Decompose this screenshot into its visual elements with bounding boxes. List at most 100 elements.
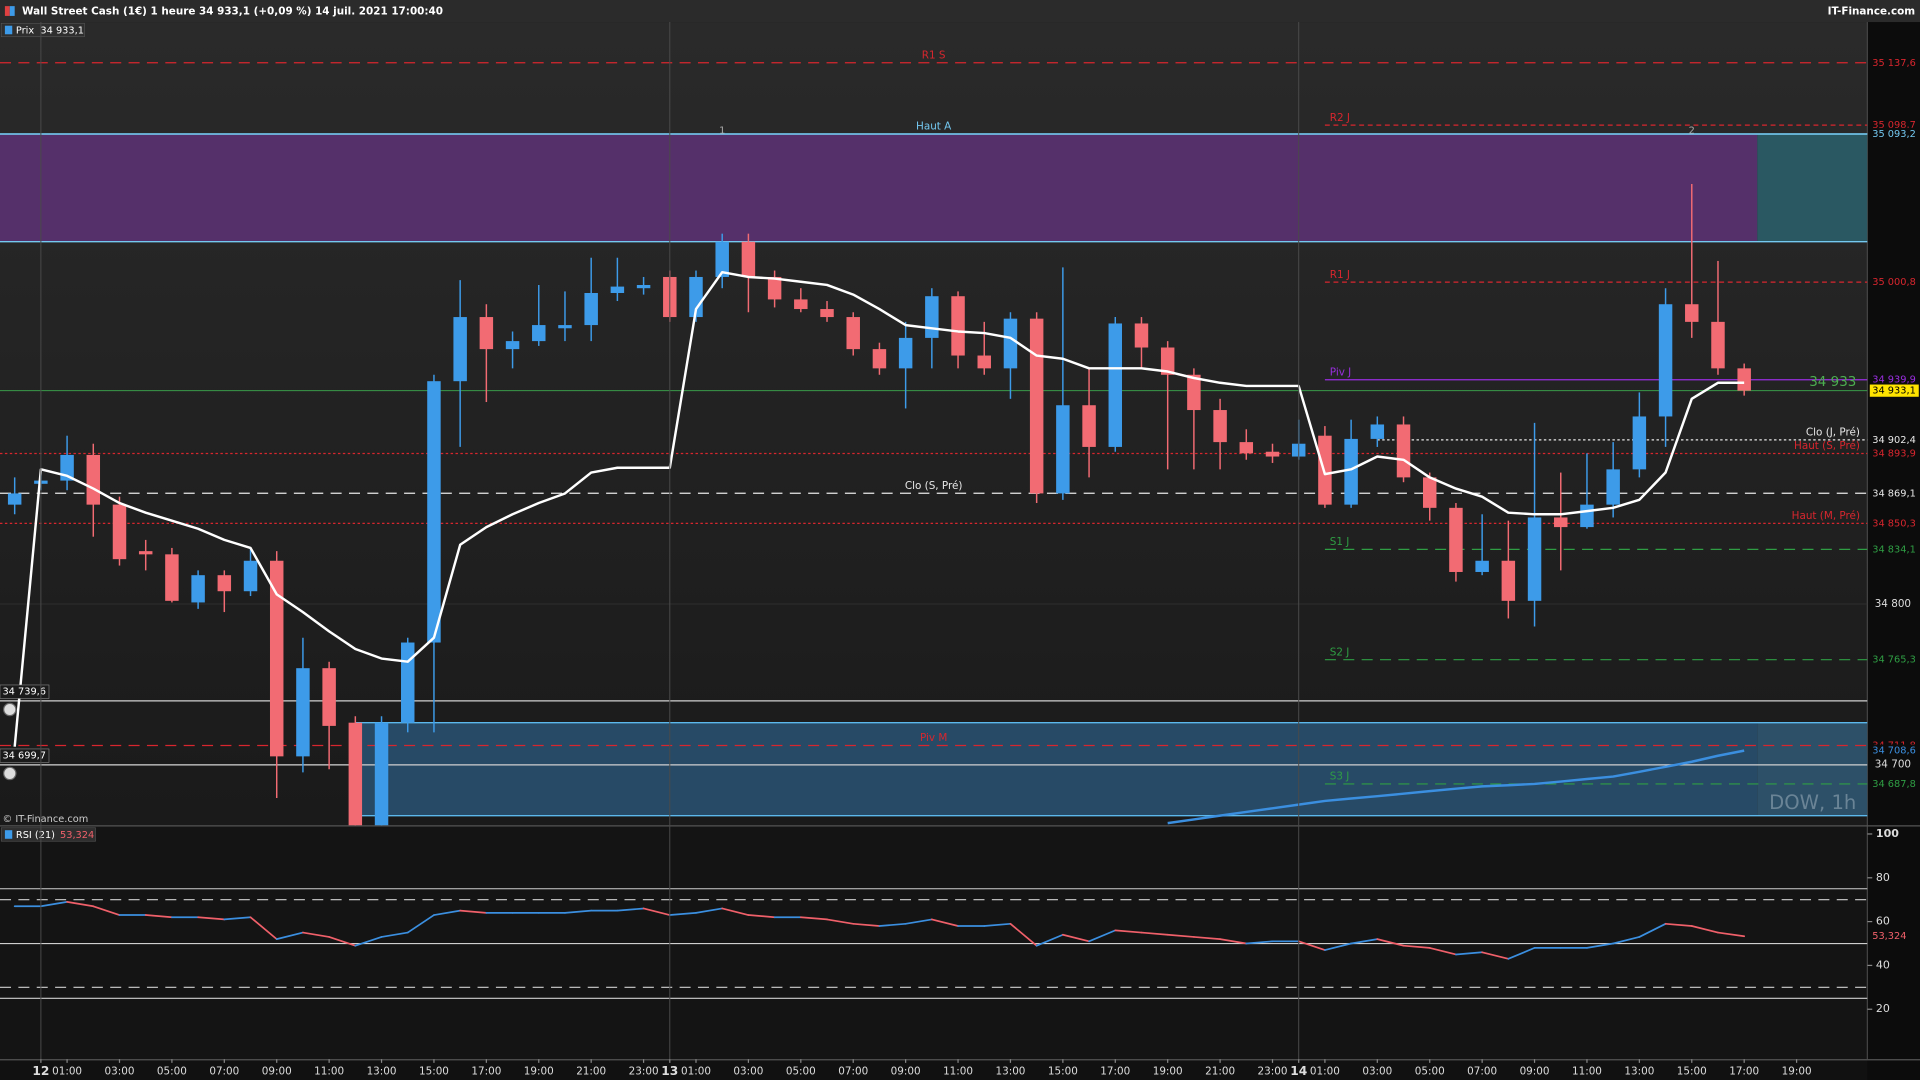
rsi-segment [1219,938,1248,945]
header-brand[interactable]: IT-Finance.com [1828,6,1915,18]
candle-body [86,454,101,505]
x-tick-label: 01:00 [52,1065,82,1077]
level-badge-label: 34 834,1 [1872,544,1916,555]
candle-body [1449,507,1463,572]
copyright: © IT-Finance.com [2,814,88,825]
zone-projection [1757,133,1868,242]
rsi-segment [1114,929,1143,934]
level-badge-label: 34 739,6 [2,687,46,698]
x-tick-label: 21:00 [1205,1065,1235,1077]
candle-body [453,317,467,382]
candle-body [846,317,860,350]
candle-body [872,349,887,369]
rsi-segment [1402,944,1431,949]
rsi-segment [1586,942,1615,949]
legend-label: Prix [16,26,34,37]
rsi-segment [930,918,959,927]
level-badge [1869,777,1919,791]
level-badge [0,748,50,763]
x-tick-label: 11:00 [314,1065,344,1077]
x-tick-label: 03:00 [105,1065,135,1077]
level-badge [1869,447,1919,460]
y-tick-label: 34 800 [1875,598,1911,610]
rsi-segment [1324,942,1352,951]
x-tick-label: 05:00 [157,1065,187,1077]
rsi-segment [1245,940,1274,945]
x-tick-label: 13 [661,1064,678,1078]
y-tick-label: 34 700 [1875,758,1911,770]
y-tick-label: 40 [1876,958,1890,971]
rsi-badge-label: 53,324 [1872,931,1906,942]
candle-body [1737,368,1751,391]
candle-body [1160,347,1175,375]
annotation: 1 [719,125,725,136]
level-label: S3 J [1330,771,1350,783]
candle-body [1422,477,1437,508]
candle-body [1632,416,1647,470]
y-tick-label: 100 [1876,827,1899,840]
level-badge [1869,653,1919,666]
level-badge-label: 34 850,3 [1872,518,1916,529]
level-label: Haut A [916,121,952,133]
rsi-segment [1009,922,1038,947]
level-badge [1869,487,1919,500]
x-tick-label: 17:00 [1100,1065,1130,1077]
zone [0,133,1758,242]
rsi-segment [302,931,330,938]
candle-body [1658,304,1673,417]
level-badge-label: 34 902,4 [1872,435,1916,446]
level-badge [1869,275,1919,289]
x-tick-label: 15:00 [1048,1065,1078,1077]
rsi-segment [1193,936,1221,940]
candle-body [505,341,520,350]
level-label: Haut (M, Pré) [1792,510,1860,522]
level-label: Haut (S, Pré) [1794,440,1860,452]
indicator-line [13,270,1745,747]
rsi-segment [799,916,828,921]
candle-body [1003,318,1018,369]
rsi-segment [433,909,462,916]
rsi-segment [826,918,855,925]
candle-body [1187,374,1201,411]
candle-body [1239,442,1254,454]
rsi-segment [354,936,383,947]
rsi-segment [1297,940,1326,951]
x-tick-label: 01:00 [681,1065,711,1077]
last-price-badge [1869,384,1919,397]
rsi-segment [1062,933,1090,943]
rsi-segment [1664,922,1693,927]
x-tick-label: 13:00 [367,1065,397,1077]
candle-body [1344,438,1358,505]
rsi-segment [878,922,907,927]
x-tick-label: 03:00 [1362,1065,1392,1077]
header-icon [9,6,15,16]
x-tick-label: 13:00 [995,1065,1025,1077]
candle-body [138,551,153,555]
x-tick-label: 19:00 [1782,1065,1812,1077]
y-tick-label: 20 [1876,1002,1890,1015]
x-tick-label: 07:00 [209,1065,239,1077]
level-handle [3,702,17,717]
x-tick-label: 05:00 [786,1065,816,1077]
candle-body [951,296,965,356]
zone [355,722,1758,816]
x-tick-label: 17:00 [1729,1065,1759,1077]
candle-body [217,575,232,592]
rsi-segment [1690,925,1719,934]
rsi-segment [1166,933,1195,938]
level-label: Clo (J, Pré) [1806,427,1860,439]
x-tick-label: 11:00 [1572,1065,1602,1077]
candle-body [636,284,651,289]
candle-body [1370,424,1385,439]
candle-body [977,355,991,369]
x-tick-label: 19:00 [524,1065,554,1077]
rsi-segment [721,907,750,916]
rsi-segment [197,916,226,921]
rsi-segment [249,916,278,940]
candle-body [558,325,572,329]
candle-body [925,296,939,338]
rsi-segment [40,901,68,908]
candle-body [7,493,22,505]
